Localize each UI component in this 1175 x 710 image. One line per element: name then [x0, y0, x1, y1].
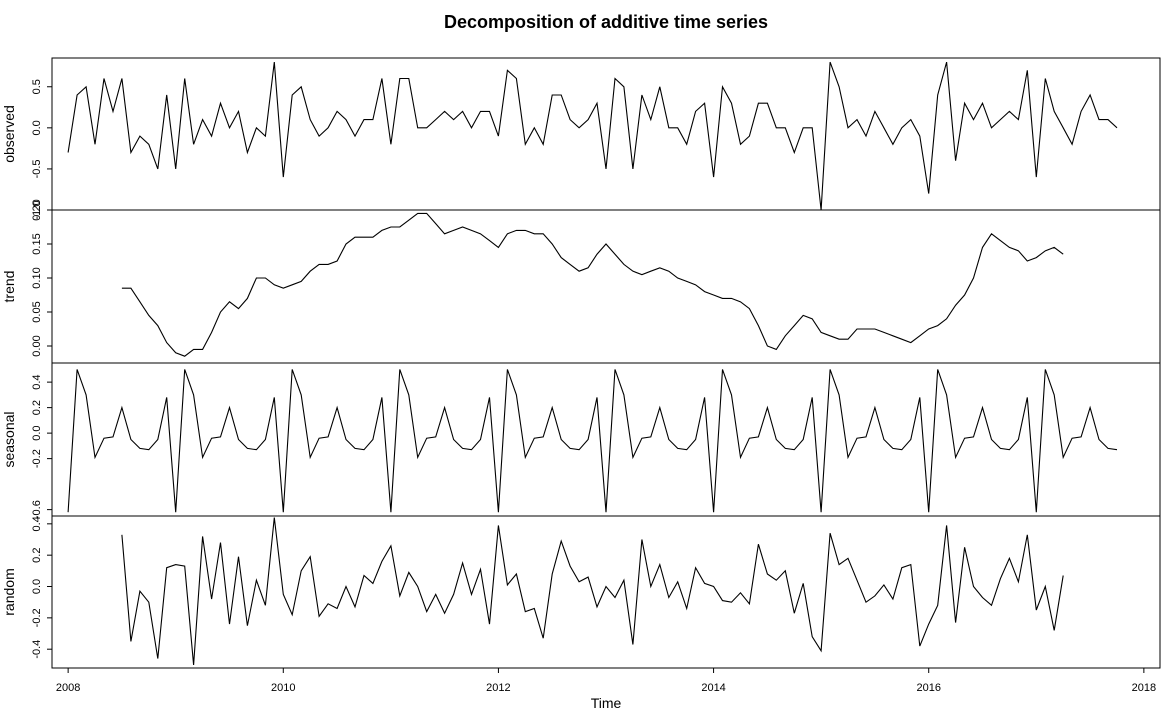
- y-axis-label-observed: observed: [1, 105, 17, 163]
- y-tick-label: 0.0: [31, 579, 43, 594]
- x-tick-label: 2016: [916, 682, 940, 694]
- y-tick-label: 0.10: [31, 267, 43, 288]
- y-tick-label: 0.0: [31, 120, 43, 135]
- y-tick-label: 0.2: [31, 400, 43, 415]
- panel-frame-random: [51, 515, 1161, 669]
- y-tick-label: 0.15: [31, 233, 43, 254]
- y-tick-label: -0.2: [31, 449, 43, 468]
- y-tick-label: -1.0: [31, 201, 43, 220]
- chart-title: Decomposition of additive time series: [444, 12, 768, 32]
- panels-group: -1.0-0.50.00.5observed0.000.050.100.150.…: [1, 57, 1161, 669]
- x-tick-label: 2018: [1132, 682, 1156, 694]
- series-line-trend: [121, 212, 1064, 357]
- y-tick-label: -0.4: [31, 640, 43, 659]
- panel-frame-trend: [51, 209, 1161, 364]
- y-tick-label: 0.2: [31, 548, 43, 563]
- x-tick-label: 2012: [486, 682, 510, 694]
- panel-frame-observed: [51, 57, 1161, 211]
- x-axis-label: Time: [591, 695, 622, 710]
- y-tick-label: 0.4: [31, 516, 43, 531]
- y-axis-label-trend: trend: [1, 271, 17, 303]
- panel-random: -0.4 -0.2 0.0 0.2 0.4 random: [1, 515, 1161, 669]
- y-tick-label: 0.0: [31, 425, 43, 440]
- panel-observed: -1.0 -0.5 0.0 0.5 observed: [1, 57, 1161, 220]
- x-tick-label: 2014: [701, 682, 725, 694]
- x-tick-label: 2010: [271, 682, 295, 694]
- x-tick-label: 2008: [56, 682, 80, 694]
- y-tick-label: 0.05: [31, 301, 43, 322]
- y-tick-label: 0.20: [31, 199, 43, 220]
- panel-trend: 0.00 0.05 0.10 0.15 0.20 trend: [1, 199, 1161, 364]
- series-line-random: [121, 517, 1064, 665]
- panel-seasonal: -0.6 -0.2 0.0 0.2 0.4 seasonal: [1, 362, 1161, 519]
- y-tick-label: -0.5: [31, 159, 43, 178]
- y-tick-label: -0.6: [31, 500, 43, 519]
- y-tick-label: 0.5: [31, 79, 43, 94]
- y-tick-label: 0.4: [31, 374, 43, 389]
- y-tick-label: 0.00: [31, 335, 43, 356]
- panel-frame-seasonal: [51, 362, 1161, 517]
- y-axis-label-seasonal: seasonal: [1, 411, 17, 467]
- y-axis-label-random: random: [1, 568, 17, 615]
- x-axis: 2008 2010 2012 2014 2016 2018 Time: [56, 668, 1156, 710]
- series-line-seasonal: [67, 369, 1118, 513]
- y-tick-label: -0.2: [31, 608, 43, 627]
- series-line-observed: [67, 61, 1118, 211]
